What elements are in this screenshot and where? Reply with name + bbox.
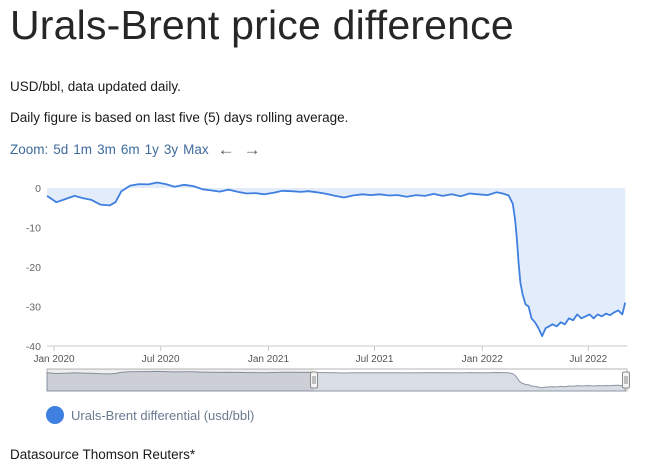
x-tick-label: Jan 2020: [33, 354, 75, 365]
zoom-max-button[interactable]: Max: [183, 142, 209, 157]
x-tick-label: Jan 2021: [248, 354, 290, 365]
x-tick-label: Jul 2022: [569, 354, 607, 365]
zoom-1m-button[interactable]: 1m: [73, 142, 93, 157]
zoom-label: Zoom:: [10, 142, 49, 157]
y-tick-label: -30: [26, 302, 41, 314]
arrow-right-icon[interactable]: →: [243, 139, 261, 159]
legend-marker: [46, 406, 64, 424]
y-tick-label: -40: [26, 341, 41, 353]
page-title: Urals-Brent price difference: [10, 2, 514, 48]
zoom-1y-button[interactable]: 1y: [144, 142, 159, 157]
series-area: [47, 182, 626, 337]
x-tick-label: Jul 2020: [142, 354, 180, 365]
navigator-left-handle[interactable]: [310, 371, 318, 389]
arrow-left-icon[interactable]: ←: [217, 139, 235, 159]
subtitle-method: Daily figure is based on last five (5) d…: [10, 110, 349, 125]
y-tick-label: 0: [35, 183, 41, 195]
series-line: [46, 181, 627, 337]
zoom-3m-button[interactable]: 3m: [97, 142, 116, 157]
y-tick-label: -10: [26, 223, 41, 235]
x-tick-label: Jul 2021: [356, 354, 394, 365]
subtitle-units: USD/bbl, data updated daily.: [10, 79, 181, 94]
navigator-right-handle[interactable]: [622, 371, 630, 389]
y-tick-label: -20: [26, 262, 41, 274]
zoom-6m-button[interactable]: 6m: [120, 142, 140, 157]
zoom-5d-button[interactable]: 5d: [53, 142, 69, 157]
data-source-note: Datasource Thomson Reuters*: [10, 447, 196, 462]
legend-label: Urals-Brent differential (usd/bbl): [71, 407, 255, 423]
chart-legend[interactable]: Urals-Brent differential (usd/bbl): [46, 406, 254, 424]
zoom-3y-button[interactable]: 3y: [163, 142, 179, 157]
x-tick-label: Jan 2022: [462, 354, 504, 365]
navigator-series: [46, 370, 626, 392]
navigator-mask: [47, 369, 314, 391]
zoom-bar: Zoom: 5d 1m 3m 6m 1y 3y Max ← →: [10, 139, 261, 159]
